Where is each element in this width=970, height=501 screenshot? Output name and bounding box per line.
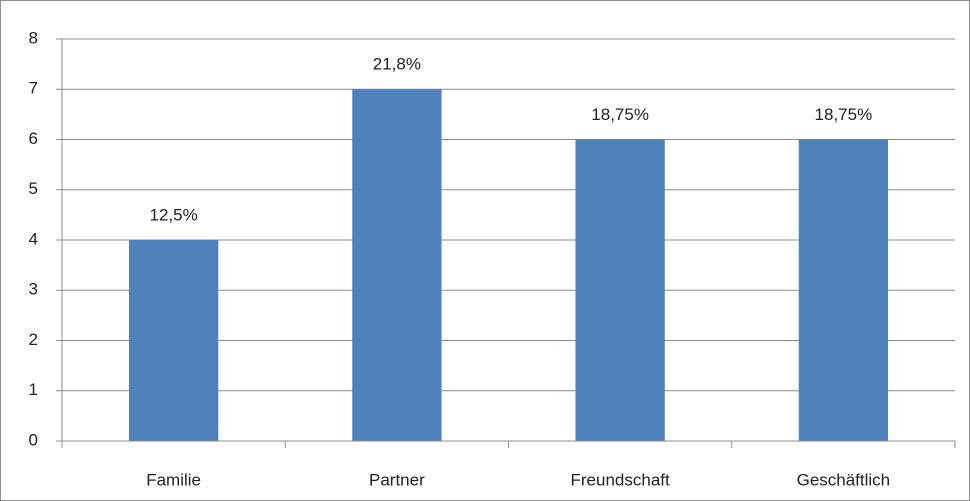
bar [798,139,889,441]
x-tick-label: Freundschaft [571,470,670,489]
bar [575,139,665,441]
x-tick-label: Geschäftlich [797,470,891,489]
bar-annotation: 21,8% [373,55,421,74]
x-tick-label: Familie [146,470,201,489]
y-tick-label: 3 [29,280,38,299]
y-tick-label: 4 [29,229,38,248]
bar-annotation: 18,75% [591,105,649,124]
y-tick-label: 0 [29,430,38,449]
y-tick-label: 6 [29,129,38,148]
bar-annotation: 12,5% [150,205,198,224]
y-tick-label: 5 [29,179,38,198]
x-tick-label: Partner [369,470,425,489]
y-tick-label: 1 [29,380,38,399]
bar [128,240,219,441]
y-tick-label: 7 [29,79,38,98]
y-tick-label: 2 [29,330,38,349]
y-tick-label: 8 [29,28,38,47]
bar [352,89,442,441]
bar-annotation: 18,75% [815,105,873,124]
